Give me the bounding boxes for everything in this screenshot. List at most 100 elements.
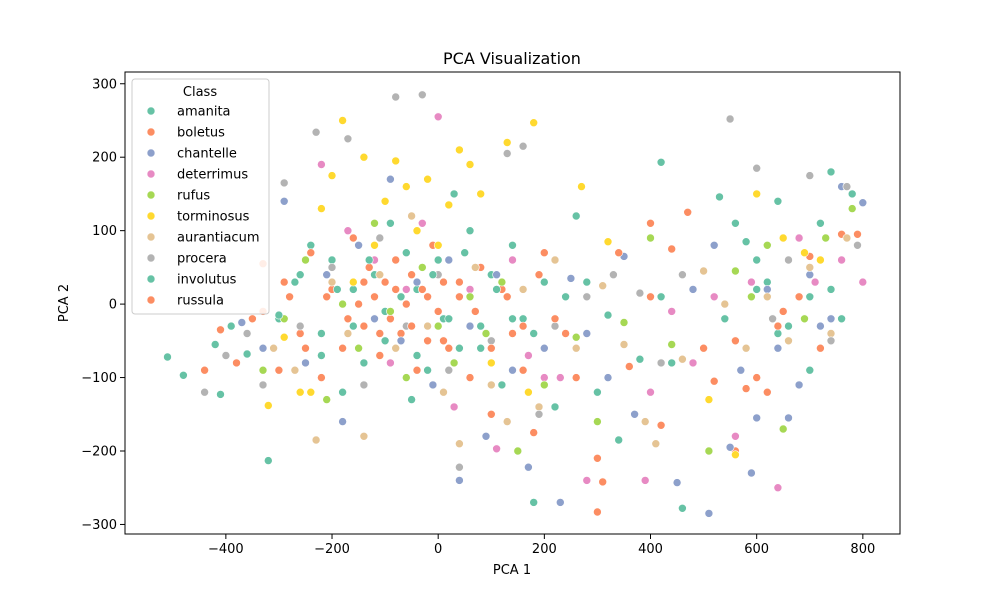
point-russula [343, 314, 353, 324]
point-rufus [258, 365, 268, 375]
point-russula [534, 270, 544, 280]
point-torminosus [524, 387, 533, 397]
point-torminosus [391, 156, 401, 166]
point-boletus [386, 314, 395, 324]
point-chantelle [747, 468, 756, 478]
point-procera [550, 321, 560, 331]
point-boletus [396, 329, 406, 338]
point-boletus [338, 343, 347, 353]
point-amanita [816, 219, 825, 228]
point-amanita [497, 380, 507, 390]
point-chantelle [725, 442, 735, 452]
point-rufus [704, 446, 714, 456]
point-chantelle [338, 417, 347, 426]
point-involutus [476, 343, 486, 353]
point-deterrimus [582, 476, 592, 485]
point-involutus [460, 248, 470, 257]
point-aurantiacum [327, 277, 337, 287]
point-torminosus [486, 358, 496, 368]
point-chantelle [805, 270, 815, 280]
point-boletus [295, 329, 305, 338]
point-chantelle [773, 343, 783, 353]
point-boletus [486, 409, 496, 419]
point-rufus [338, 299, 347, 309]
point-boletus [200, 365, 209, 375]
point-amanita [210, 340, 220, 349]
point-chantelle [508, 365, 517, 375]
point-torminosus [577, 182, 586, 191]
point-boletus [518, 365, 528, 375]
point-aurantiacum [651, 439, 661, 449]
point-involutus [380, 336, 390, 346]
point-rufus [539, 380, 549, 390]
point-involutus [412, 351, 422, 360]
point-boletus [412, 365, 422, 375]
point-involutus [428, 270, 438, 280]
point-rufus [465, 292, 475, 302]
series-rufus [258, 204, 857, 456]
series-involutus [274, 248, 836, 360]
point-chantelle [396, 336, 406, 346]
y-axis-label: PCA 2 [57, 284, 72, 322]
point-procera [221, 351, 231, 360]
point-rufus [322, 395, 332, 404]
point-deterrimus [773, 483, 783, 493]
point-boletus [598, 477, 608, 487]
point-rufus [821, 233, 831, 243]
point-torminosus [465, 160, 475, 169]
plot-frame [124, 71, 901, 535]
point-procera [582, 292, 592, 302]
point-deterrimus [417, 219, 427, 228]
point-boletus [853, 230, 862, 239]
point-boletus [455, 292, 464, 302]
point-boletus [529, 428, 539, 437]
point-aurantiacum [598, 281, 608, 291]
point-chantelle [465, 321, 475, 331]
point-procera [805, 171, 815, 180]
point-torminosus [603, 237, 613, 246]
legend-label-boletus: boletus [177, 126, 225, 141]
point-boletus [364, 263, 374, 272]
point-boletus [348, 233, 358, 243]
point-amanita [306, 241, 316, 250]
point-amanita [539, 277, 549, 287]
point-procera [853, 241, 862, 250]
x-tick-label: −400 [208, 542, 244, 557]
point-aurantiacum [311, 435, 321, 445]
point-involutus [332, 285, 342, 294]
point-procera [444, 365, 454, 375]
point-boletus [561, 329, 570, 338]
point-aurantiacum [534, 402, 544, 412]
y-tick-label: 100 [92, 224, 117, 239]
point-russula [699, 343, 708, 353]
point-aurantiacum [842, 233, 852, 243]
point-amanita [508, 241, 517, 250]
y-tick-label: −200 [81, 445, 117, 460]
point-chantelle [566, 274, 576, 283]
x-tick-label: 600 [744, 542, 769, 557]
point-boletus [216, 325, 225, 335]
point-russula [773, 321, 783, 331]
point-boletus [285, 292, 294, 302]
point-boletus [683, 208, 693, 217]
y-tick-label: −300 [81, 518, 117, 533]
point-torminosus [423, 174, 432, 184]
x-tick-label: 400 [638, 542, 663, 557]
point-procera [417, 90, 427, 100]
point-amanita [741, 237, 751, 246]
point-aurantiacum [407, 211, 416, 221]
point-procera [311, 127, 321, 137]
y-tick-label: 300 [92, 77, 117, 92]
point-amanita [317, 329, 326, 338]
point-amanita [529, 498, 539, 507]
legend-label-deterrimus: deterrimus [177, 168, 248, 183]
point-procera [200, 387, 209, 397]
point-torminosus [295, 387, 305, 397]
point-boletus [391, 255, 401, 265]
series-aurantiacum [269, 211, 852, 449]
point-procera [359, 380, 369, 390]
point-chantelle [709, 241, 719, 250]
point-procera [725, 114, 735, 124]
legend-marker-torminosus [146, 211, 156, 221]
